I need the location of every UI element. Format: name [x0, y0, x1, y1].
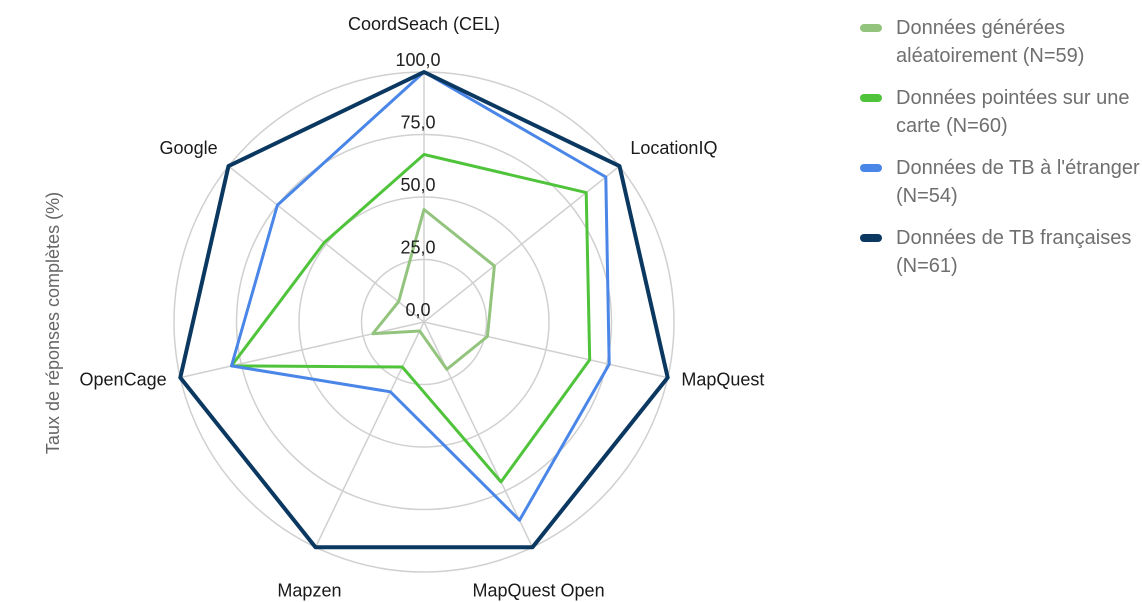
legend-item: Données pointées sur une carte (N=60) [860, 84, 1142, 140]
legend-swatch [860, 234, 882, 242]
legend-item: Données de TB françaises (N=61) [860, 224, 1142, 280]
category-label: MapQuest Open [473, 581, 605, 601]
series-line-3 [178, 70, 670, 550]
r-tick-label: 0,0 [405, 300, 430, 320]
legend-label: Données pointées sur une carte (N=60) [896, 87, 1130, 137]
legend-swatch [860, 24, 882, 32]
grid-ring-2 [298, 196, 550, 448]
series-line-1 [230, 153, 592, 484]
category-label: CoordSeach (CEL) [348, 14, 500, 34]
r-tick-label: 50,0 [400, 175, 435, 195]
y-axis-label: Taux de réponses complètes (%) [43, 192, 63, 454]
legend-label: Données générées aléatoirement (N=59) [896, 17, 1085, 67]
legend-swatch [860, 94, 882, 102]
series-line-2 [230, 70, 611, 522]
legend-swatch [860, 164, 882, 172]
category-label: Mapzen [277, 581, 341, 601]
grid-ring-3 [235, 133, 613, 511]
category-label: OpenCage [80, 369, 167, 389]
grid-ring-1 [360, 258, 488, 386]
category-label: LocationIQ [630, 138, 717, 158]
category-label: MapQuest [681, 369, 764, 389]
legend-label: Données de TB françaises (N=61) [896, 227, 1132, 277]
radar-series [178, 70, 670, 550]
category-label: Google [160, 138, 218, 158]
legend-item: Données générées aléatoirement (N=59) [860, 14, 1142, 70]
radar-grid [173, 71, 675, 573]
r-tick-label: 75,0 [400, 113, 435, 133]
series-line-0 [371, 208, 496, 371]
r-tick-label: 100,0 [395, 50, 440, 70]
radar-labels: 0,0 25,0 50,0 75,0 100,0 CoordSeach (CEL) Loca… [80, 14, 765, 601]
legend-item: Données de TB à l'étranger (N=54) [860, 154, 1142, 210]
chart-legend: Données générées aléatoirement (N=59) Don… [860, 14, 1142, 294]
legend-label: Données de TB à l'étranger (N=54) [896, 157, 1140, 207]
r-tick-label: 25,0 [400, 238, 435, 258]
